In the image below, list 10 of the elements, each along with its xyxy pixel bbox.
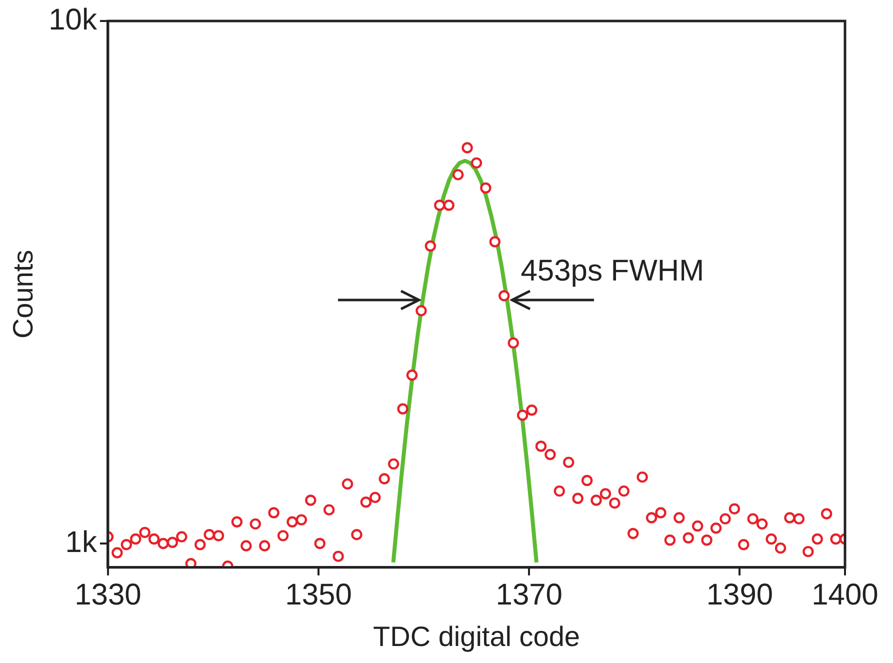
y-axis-title: Counts xyxy=(8,250,39,339)
y-tick-label: 1k xyxy=(65,526,98,559)
y-tick-label: 10k xyxy=(48,3,98,36)
x-tick-label: 1390 xyxy=(706,578,774,612)
x-tick-label: 1400 xyxy=(812,578,878,612)
x-tick-label: 1370 xyxy=(496,578,563,612)
x-axis-title: TDC digital code xyxy=(372,620,580,652)
x-tick-label: 1330 xyxy=(74,578,142,612)
x-tick-label: 1350 xyxy=(285,578,352,612)
annotation: 453ps FWHM xyxy=(520,254,704,288)
